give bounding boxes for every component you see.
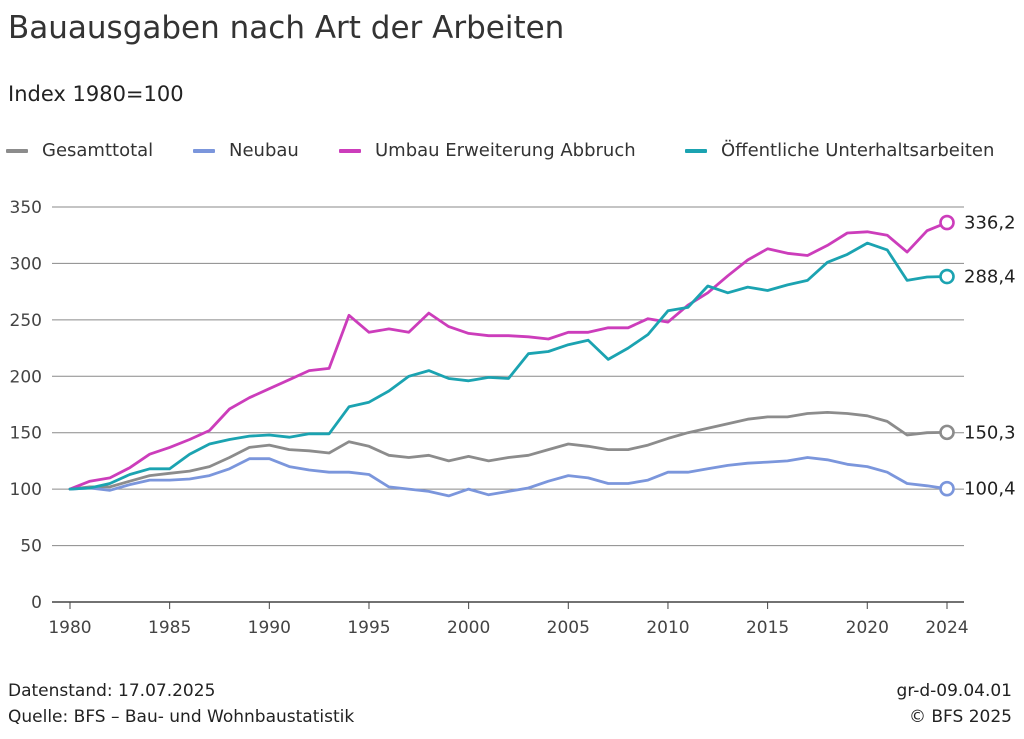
legend-label-neubau: Neubau (229, 140, 299, 161)
chart-title: Bauausgaben nach Art der Arbeiten (8, 10, 565, 46)
legend-label-umbau: Umbau Erweiterung Abbruch (375, 140, 636, 161)
x-tick-label-2010: 2010 (646, 618, 689, 638)
y-tick-label-0: 0 (31, 593, 42, 613)
legend-swatch-unterhalt (685, 148, 707, 153)
y-tick-label-50: 50 (20, 537, 42, 557)
footer-left: Datenstand: 17.07.2025 Quelle: BFS – Bau… (8, 678, 354, 730)
chart-subtitle: Index 1980=100 (8, 82, 184, 106)
end-value-label-unterhalt: 288,4 (964, 267, 1016, 288)
legend-item-umbau: Umbau Erweiterung Abbruch (339, 140, 636, 161)
end-value-label-gesamttotal: 150,3 (964, 422, 1016, 443)
copyright-text: © BFS 2025 (908, 707, 1012, 727)
legend-label-unterhalt: Öffentliche Unterhaltsarbeiten (721, 140, 995, 161)
series-line-umbau (68, 221, 949, 491)
legend-swatch-gesamttotal (6, 148, 28, 153)
legend: Gesamttotal Neubau Umbau Erweiterung Abb… (0, 140, 1024, 164)
x-tick-label-2020: 2020 (846, 618, 889, 638)
y-tick-label-350: 350 (10, 198, 42, 218)
end-marker-unterhalt (939, 268, 955, 285)
graphic-code: gr-d-09.04.01 (896, 681, 1012, 701)
series-line-gesamttotal (68, 410, 949, 491)
end-marker-umbau (939, 214, 955, 231)
x-tick-label-1990: 1990 (248, 618, 291, 638)
x-tick-label-2000: 2000 (447, 618, 490, 638)
legend-swatch-neubau (193, 148, 215, 153)
x-tick-label-2024: 2024 (925, 618, 968, 638)
end-marker-neubau (939, 480, 955, 497)
legend-item-unterhalt: Öffentliche Unterhaltsarbeiten (685, 140, 994, 161)
x-tick-label-1995: 1995 (347, 618, 390, 638)
y-tick-label-200: 200 (10, 367, 42, 387)
y-tick-label-250: 250 (10, 311, 42, 331)
series-line-unterhalt (68, 241, 949, 491)
x-tick-label-1985: 1985 (148, 618, 191, 638)
source-text: Quelle: BFS – Bau- und Wohnbaustatistik (8, 707, 355, 727)
end-marker-gesamttotal (939, 424, 955, 441)
legend-item-gesamttotal: Gesamttotal (6, 140, 153, 161)
legend-swatch-umbau (339, 148, 361, 153)
y-tick-label-150: 150 (10, 424, 42, 444)
legend-item-neubau: Neubau (193, 140, 299, 161)
footer-right: gr-d-09.04.01 © BFS 2025 (897, 678, 1012, 730)
end-value-label-umbau: 336,2 (964, 213, 1016, 234)
datenstand-text: Datenstand: 17.07.2025 (8, 681, 216, 701)
x-tick-label-2015: 2015 (746, 618, 789, 638)
legend-label-gesamttotal: Gesamttotal (42, 140, 154, 161)
y-tick-label-300: 300 (10, 254, 42, 274)
x-tick-label-2005: 2005 (547, 618, 590, 638)
series-line-neubau (68, 456, 949, 498)
y-tick-label-100: 100 (10, 480, 42, 500)
end-value-label-neubau: 100,4 (964, 479, 1016, 500)
x-tick-label-1980: 1980 (48, 618, 91, 638)
